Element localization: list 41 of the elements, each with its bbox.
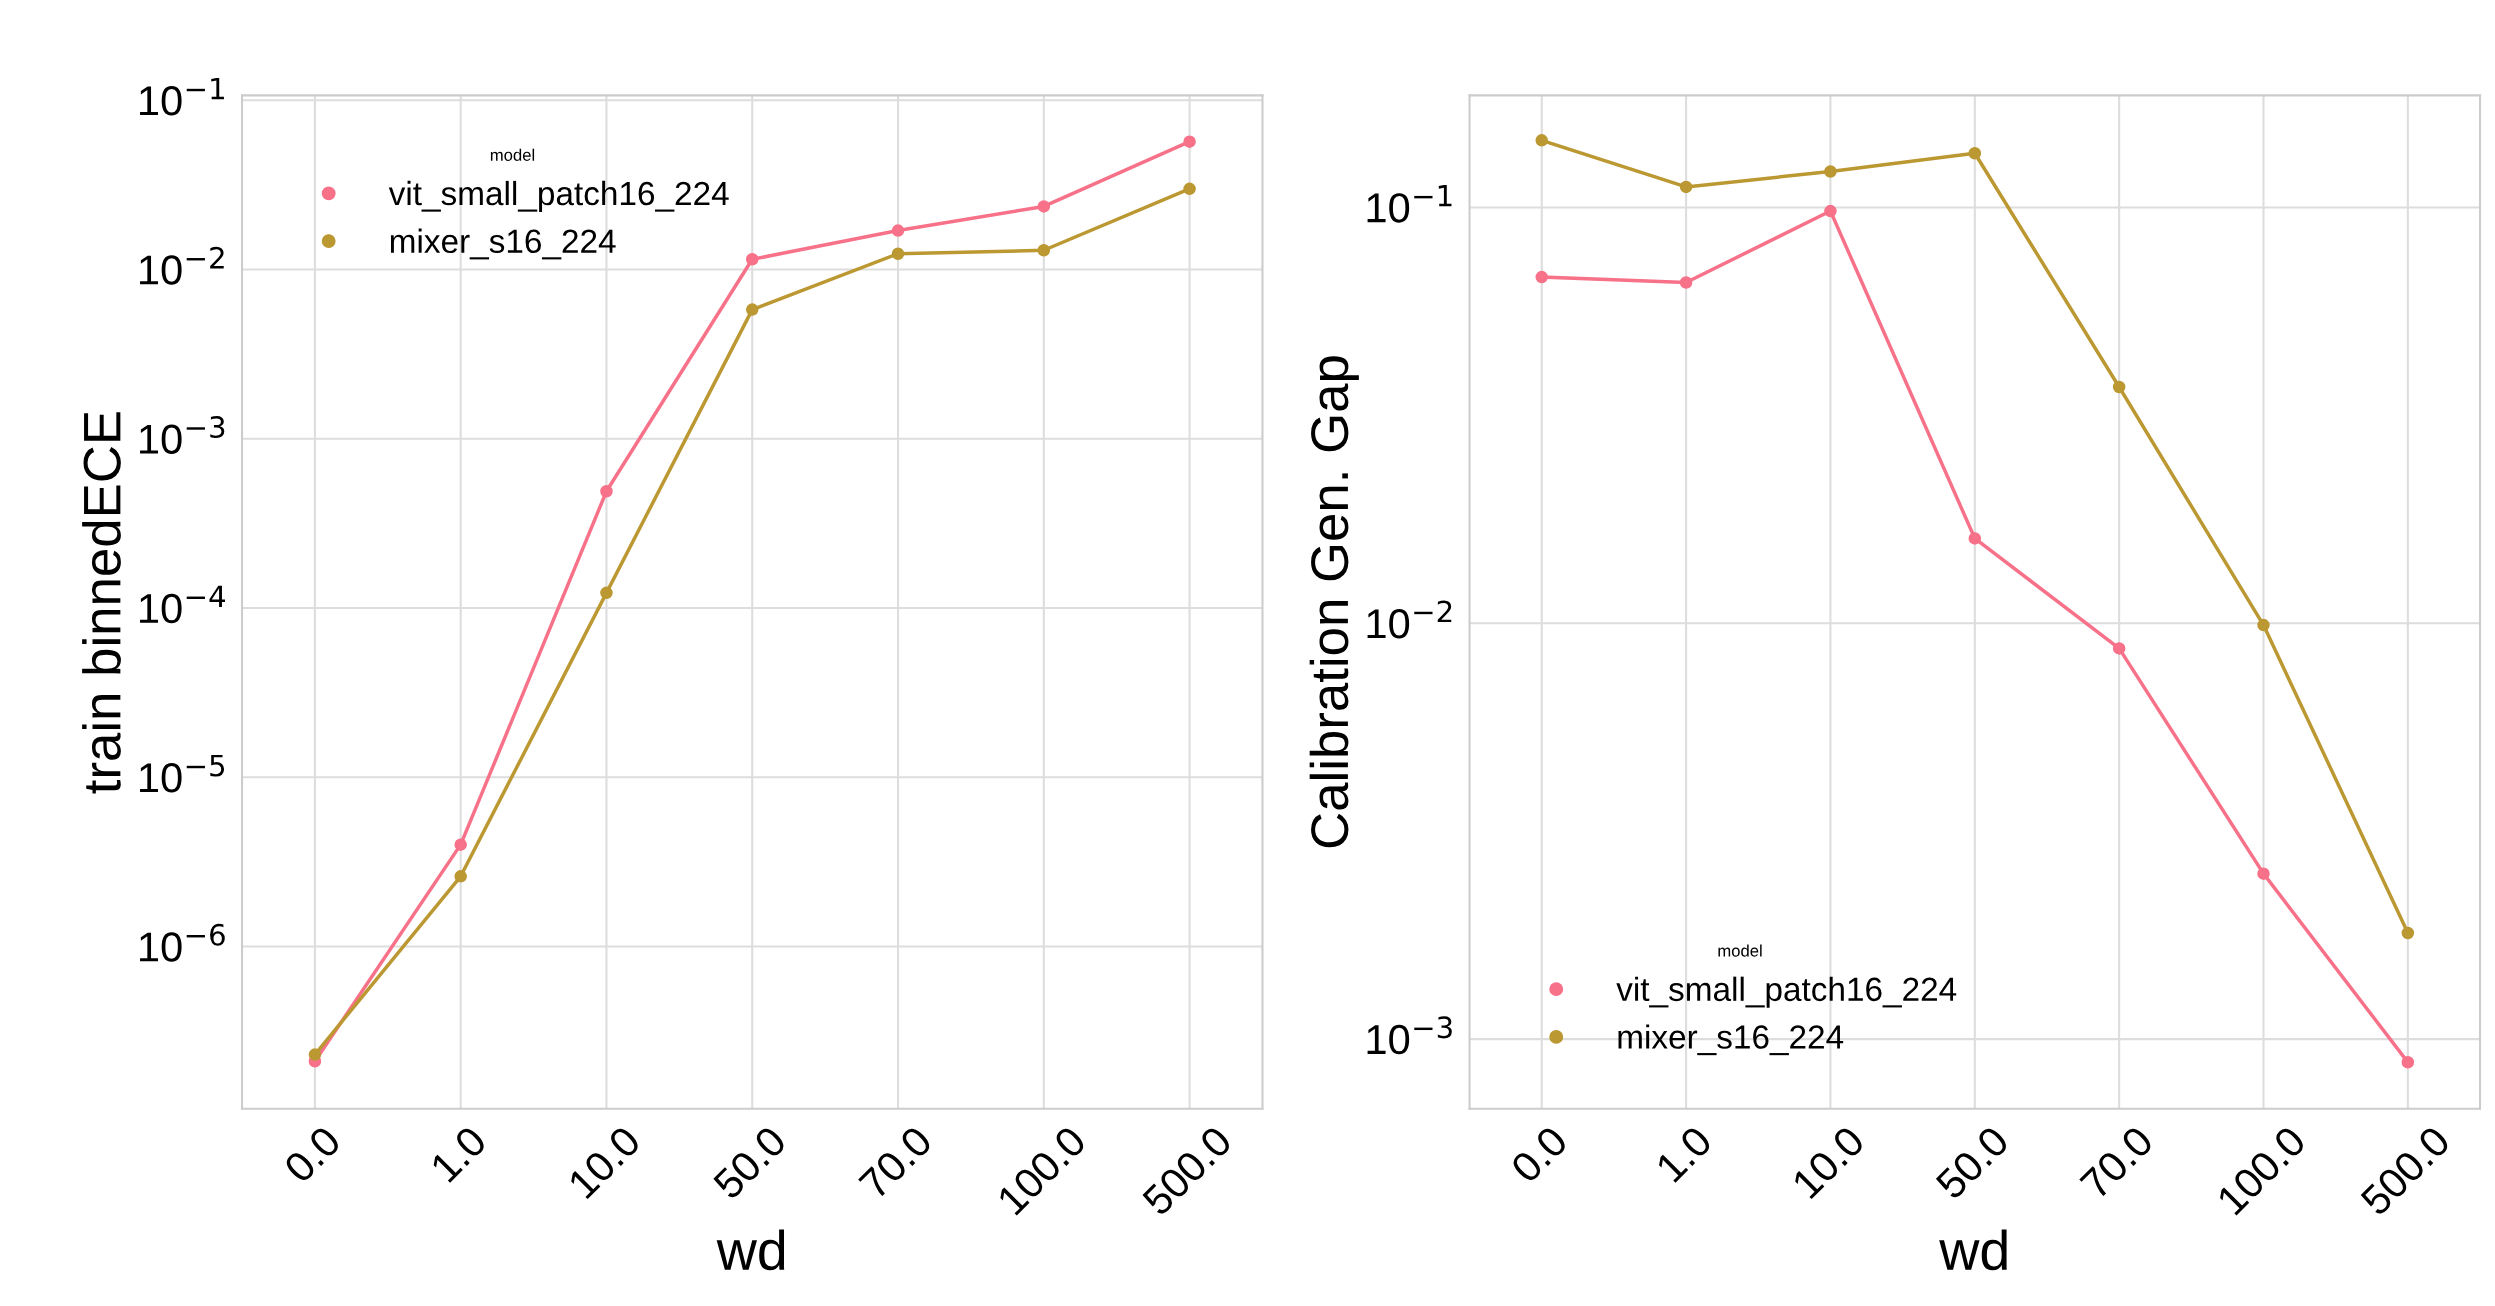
point — [2401, 926, 2415, 940]
y-tick-label: 10$^{−1}$ — [140, 77, 224, 116]
point — [1679, 276, 1693, 289]
point — [1968, 532, 1982, 545]
y-tick-label: 10$^{−3}$ — [140, 415, 225, 454]
point — [1824, 204, 1837, 218]
point — [2112, 642, 2126, 655]
x-tick-label: 0.0 — [282, 1124, 343, 1185]
legend-title: model — [1718, 944, 1762, 957]
point — [1824, 165, 1837, 178]
legend-title: model — [490, 148, 535, 161]
point — [1535, 134, 1548, 147]
y-tick-label: 10$^{−2}$ — [1367, 600, 1452, 639]
x-tick-label: 1.0 — [429, 1124, 488, 1184]
x-axis-title: wd — [1939, 1229, 2007, 1271]
legend-label: vit_small_patch16_224 — [388, 180, 729, 212]
y-tick-label: 10$^{−3}$ — [1367, 1016, 1452, 1055]
y-tick-label: 10$^{−4}$ — [140, 585, 225, 624]
legend-label: mixer_s16_224 — [1618, 1024, 1844, 1056]
legend-label: mixer_s16_224 — [390, 228, 616, 260]
x-tick-label: 70.0 — [2079, 1124, 2155, 1201]
point — [2257, 867, 2270, 880]
point — [2257, 618, 2270, 632]
y-tick-label: 10$^{−1}$ — [1367, 185, 1452, 223]
y-tick-label: 10$^{−5}$ — [140, 754, 225, 793]
x-tick-label: 50.0 — [711, 1124, 788, 1201]
point — [1535, 270, 1548, 284]
x-tick-label: 0.0 — [1509, 1124, 1569, 1185]
point — [1679, 180, 1693, 194]
y-tick-label: 10$^{−6}$ — [140, 923, 225, 962]
y-tick-label: 10$^{−2}$ — [140, 246, 224, 285]
x-tick-label: 1.0 — [1654, 1124, 1714, 1184]
x-axis-title: wd — [716, 1229, 785, 1271]
point — [2112, 380, 2126, 394]
legend-label: vit_small_patch16_224 — [1616, 976, 1957, 1008]
y-axis-title: Calibration Gen. Gap — [1309, 356, 1359, 848]
point — [1968, 146, 1982, 160]
x-tick-label: 50.0 — [1934, 1124, 2011, 1201]
point — [2401, 1055, 2415, 1069]
x-tick-label: 70.0 — [857, 1124, 934, 1201]
y-axis-title: train binnedECE — [82, 412, 121, 794]
